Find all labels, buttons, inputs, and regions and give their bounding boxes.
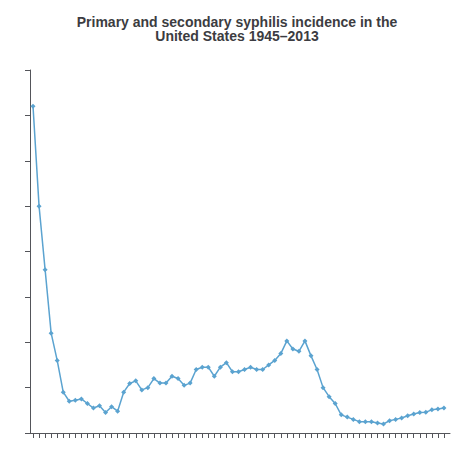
svg-text:United States 1945–2013: United States 1945–2013 [155,28,319,44]
svg-text:Primary and secondary syphilis: Primary and secondary syphilis incidence… [76,14,398,30]
